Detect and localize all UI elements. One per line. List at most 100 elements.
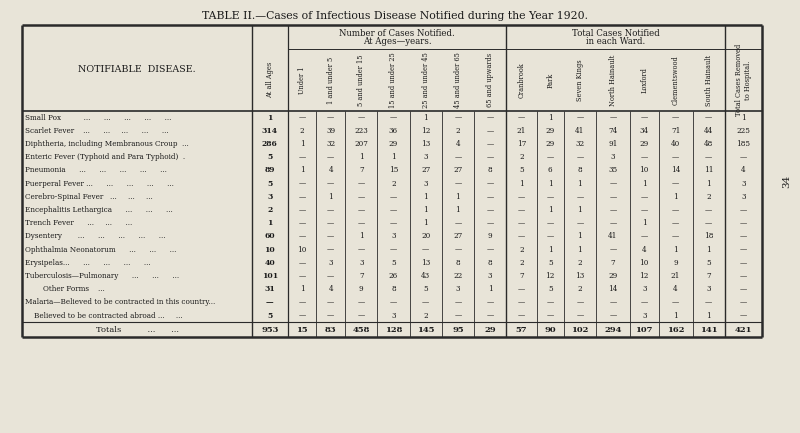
Text: —: —	[705, 113, 712, 122]
Text: —: —	[705, 219, 712, 227]
Text: 12: 12	[421, 127, 430, 135]
Text: —: —	[546, 219, 554, 227]
Text: —: —	[327, 272, 334, 280]
Text: —: —	[705, 153, 712, 161]
Text: —: —	[298, 219, 306, 227]
Text: 2: 2	[455, 127, 460, 135]
Text: —: —	[298, 272, 306, 280]
Text: 13: 13	[575, 272, 585, 280]
Text: —: —	[327, 298, 334, 307]
Text: 4: 4	[455, 140, 460, 148]
Text: 5: 5	[267, 180, 273, 187]
Text: —: —	[641, 113, 648, 122]
Text: 1: 1	[674, 246, 678, 254]
Text: 1: 1	[423, 219, 428, 227]
Text: —: —	[358, 193, 365, 201]
Text: 5: 5	[267, 153, 273, 161]
Text: 1: 1	[578, 206, 582, 214]
Text: —: —	[298, 312, 306, 320]
Text: 1: 1	[642, 219, 646, 227]
Text: —: —	[298, 113, 306, 122]
Text: 223: 223	[354, 127, 368, 135]
Text: —: —	[327, 233, 334, 240]
Text: 48: 48	[704, 140, 714, 148]
Text: —: —	[672, 219, 679, 227]
Text: NOTIFIABLE  DISEASE.: NOTIFIABLE DISEASE.	[78, 65, 196, 74]
Text: —: —	[576, 193, 583, 201]
Text: 44: 44	[704, 127, 714, 135]
Text: —: —	[641, 193, 648, 201]
Text: —: —	[486, 206, 494, 214]
Text: 1: 1	[455, 193, 460, 201]
Text: 74: 74	[608, 127, 618, 135]
Text: 1: 1	[488, 285, 493, 293]
Text: 4: 4	[674, 285, 678, 293]
Text: —: —	[740, 153, 747, 161]
Text: —: —	[454, 113, 462, 122]
Text: 3: 3	[329, 259, 333, 267]
Text: 1: 1	[548, 180, 553, 187]
Text: 107: 107	[635, 326, 653, 334]
Text: 1: 1	[706, 246, 711, 254]
Text: 91: 91	[608, 140, 618, 148]
Text: —: —	[486, 219, 494, 227]
Text: —: —	[454, 219, 462, 227]
Text: 286: 286	[262, 140, 278, 148]
Text: Loxford: Loxford	[640, 67, 648, 93]
Text: 3: 3	[391, 312, 396, 320]
Text: —: —	[454, 153, 462, 161]
Text: 4: 4	[741, 166, 746, 174]
Text: 953: 953	[261, 326, 278, 334]
Text: —: —	[740, 259, 747, 267]
Text: —: —	[327, 219, 334, 227]
Text: 7: 7	[359, 166, 363, 174]
Text: —: —	[358, 246, 365, 254]
Text: 65 and upwards: 65 and upwards	[486, 53, 494, 107]
Text: 13: 13	[421, 259, 430, 267]
Text: —: —	[610, 219, 617, 227]
Text: —: —	[546, 153, 554, 161]
Text: At Ages—years.: At Ages—years.	[362, 38, 431, 46]
Text: —: —	[740, 298, 747, 307]
Text: 11: 11	[704, 166, 714, 174]
Text: 1: 1	[548, 246, 553, 254]
Text: 6: 6	[548, 166, 553, 174]
Text: —: —	[327, 180, 334, 187]
Text: 5 and under 15: 5 and under 15	[358, 54, 366, 106]
Text: 2: 2	[578, 285, 582, 293]
Text: —: —	[610, 113, 617, 122]
Text: —: —	[576, 312, 583, 320]
Text: 34: 34	[782, 174, 791, 188]
Text: —: —	[486, 180, 494, 187]
Text: —: —	[576, 113, 583, 122]
Text: Encephalitis Lethargica      ...      ...      ...: Encephalitis Lethargica ... ... ...	[25, 206, 173, 214]
Text: —: —	[390, 206, 397, 214]
Text: 31: 31	[265, 285, 275, 293]
Text: 40: 40	[671, 140, 680, 148]
Text: —: —	[390, 113, 397, 122]
Text: —: —	[327, 312, 334, 320]
Text: —: —	[610, 206, 617, 214]
Text: —: —	[358, 312, 365, 320]
Text: 3: 3	[488, 272, 492, 280]
Text: 29: 29	[484, 326, 496, 334]
Text: —: —	[358, 219, 365, 227]
Text: 32: 32	[326, 140, 335, 148]
Text: Totals          ...      ...: Totals ... ...	[95, 326, 178, 334]
Text: 2: 2	[391, 180, 396, 187]
Text: 1: 1	[578, 180, 582, 187]
Text: 8: 8	[488, 259, 492, 267]
Text: —: —	[390, 219, 397, 227]
Text: 32: 32	[575, 140, 585, 148]
Text: —: —	[740, 246, 747, 254]
Text: 141: 141	[700, 326, 718, 334]
Text: 5: 5	[267, 312, 273, 320]
Text: 1: 1	[706, 180, 711, 187]
Text: —: —	[358, 298, 365, 307]
Text: Park: Park	[546, 72, 554, 87]
Text: 2: 2	[267, 206, 273, 214]
Text: 3: 3	[423, 180, 428, 187]
Text: —: —	[740, 312, 747, 320]
Text: —: —	[327, 246, 334, 254]
Text: 10: 10	[639, 166, 649, 174]
